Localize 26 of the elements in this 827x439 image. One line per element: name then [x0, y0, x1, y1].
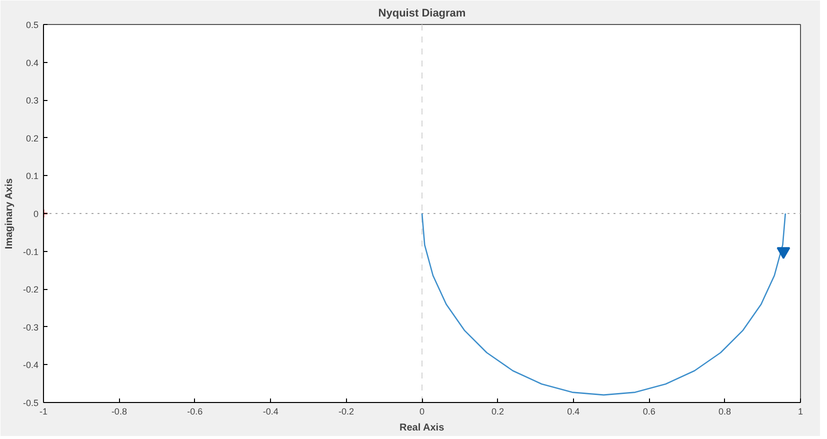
line-series [421, 212, 786, 396]
x-tick-label: -0.8 [111, 406, 127, 416]
x-tick-label: 0.2 [491, 406, 504, 416]
x-axis-title: Real Axis [399, 422, 445, 434]
x-tick-label: 0.8 [718, 406, 732, 416]
x-tick-label: -0.6 [187, 406, 203, 416]
y-tick-label: 0.1 [26, 171, 39, 182]
x-tick-label: 0 [419, 406, 425, 416]
y-axis-title: Imaginary Axis [4, 178, 15, 250]
chart-title: Nyquist Diagram [378, 8, 466, 20]
x-tick-label: 0.4 [567, 406, 580, 416]
x-tick-label: -0.4 [262, 406, 278, 416]
y-tick-label: -0.3 [22, 322, 39, 332]
y-tick-label: -0.5 [22, 398, 39, 408]
x-tick-label: 0.6 [642, 406, 656, 416]
y-tick-label: 0.4 [26, 58, 39, 68]
x-tick-label: -1 [40, 406, 48, 416]
y-tick-label: -0.2 [22, 284, 39, 295]
y-tick-label: 0.5 [26, 20, 39, 30]
y-tick-label: 0.3 [26, 96, 39, 106]
x-tick-label: 1 [798, 406, 804, 416]
y-tick-label: -0.4 [22, 360, 39, 370]
y-tick-label: 0.2 [26, 133, 39, 144]
y-tick-label: 0 [33, 209, 39, 219]
x-tick-label: -0.2 [338, 406, 354, 416]
y-tick-label: -0.1 [22, 246, 39, 257]
